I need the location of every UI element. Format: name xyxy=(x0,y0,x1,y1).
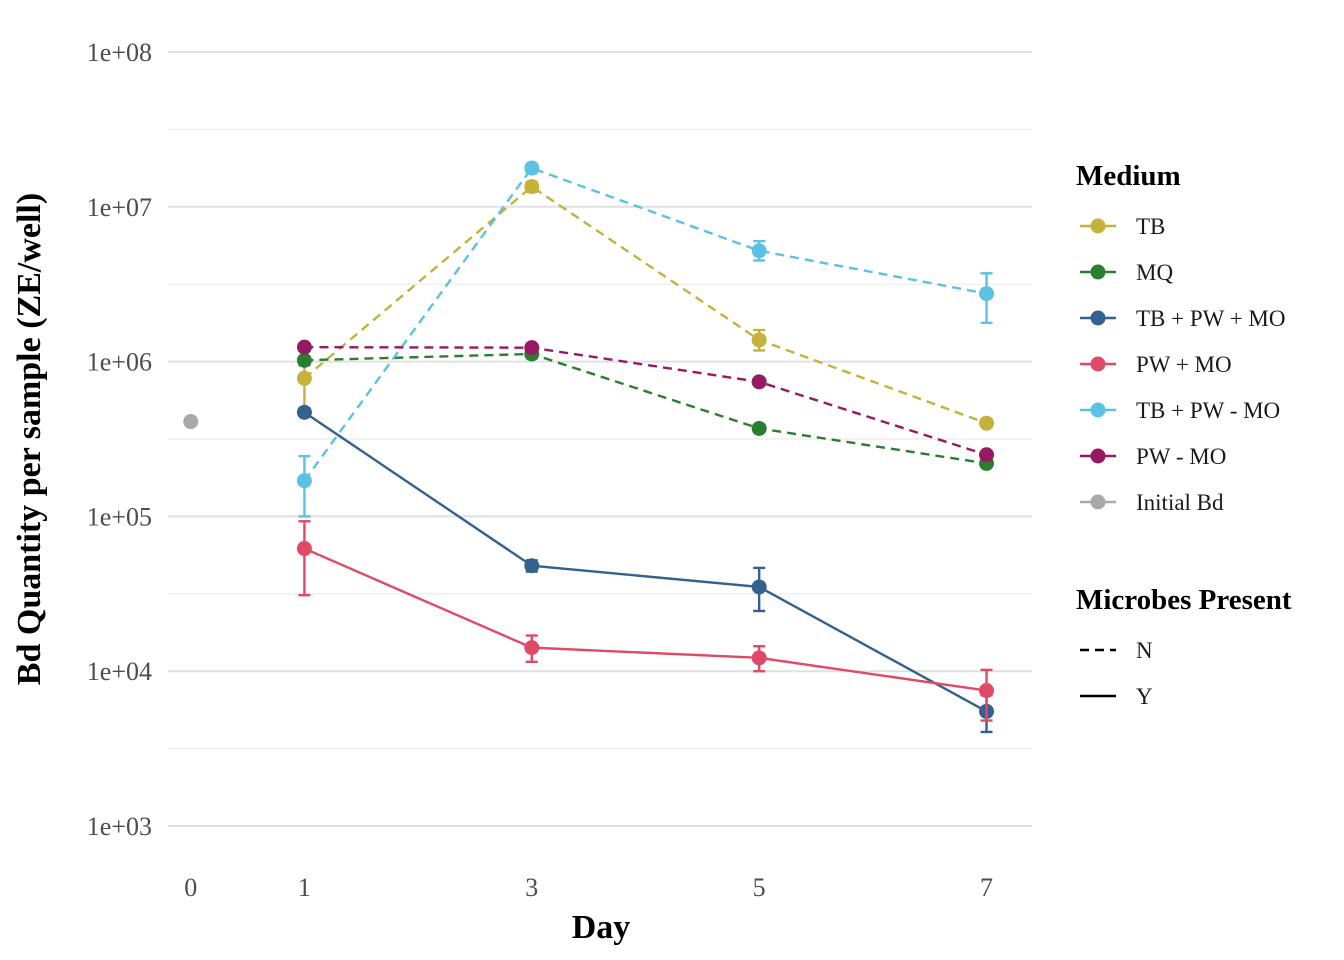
error-bar xyxy=(298,520,311,597)
data-point xyxy=(183,414,199,430)
x-tick-label: 3 xyxy=(525,873,538,902)
data-point xyxy=(979,447,995,463)
legend-item-tb-pw-mo: TB + PW - MO xyxy=(1080,398,1280,423)
x-axis: 0 1 3 5 7 xyxy=(184,873,993,902)
series-line xyxy=(303,411,988,713)
legend-key-point xyxy=(1090,310,1106,326)
series-initial-bd xyxy=(183,414,199,430)
legend-item-y: Y xyxy=(1080,684,1153,709)
series-line xyxy=(303,166,987,482)
legend-title: Medium xyxy=(1076,160,1181,192)
legend-item-initial-bd: Initial Bd xyxy=(1080,490,1224,515)
x-tick-label: 0 xyxy=(184,873,197,902)
data-point xyxy=(296,370,312,386)
data-point xyxy=(979,286,995,302)
y-axis-title: Bd Quantity per sample (ZE/well) xyxy=(11,193,48,685)
grid xyxy=(168,51,1032,827)
legend-item-tb: TB xyxy=(1080,214,1165,239)
data-point xyxy=(296,541,312,557)
data-point xyxy=(751,332,767,348)
data-point xyxy=(524,340,540,356)
data-point xyxy=(751,650,767,666)
legend-key-point xyxy=(1090,448,1106,464)
x-tick-label: 5 xyxy=(753,873,766,902)
series-tb xyxy=(296,179,995,431)
legend-key-point xyxy=(1090,264,1106,280)
legend-item-pw-mo: PW - MO xyxy=(1080,444,1226,469)
legend-label: TB + PW - MO xyxy=(1136,398,1280,423)
series-line xyxy=(304,345,987,456)
x-tick-label: 1 xyxy=(298,873,311,902)
legend-label: MQ xyxy=(1136,260,1173,285)
data-point xyxy=(296,473,312,489)
x-axis-title: Day xyxy=(572,909,631,946)
data-point xyxy=(524,160,540,176)
data-point xyxy=(524,640,540,656)
legend-label: Y xyxy=(1136,684,1153,709)
series-line xyxy=(303,185,987,425)
y-tick-label: 1e+03 xyxy=(87,812,152,841)
legend-key-point xyxy=(1090,402,1106,418)
y-tick-label: 1e+07 xyxy=(87,193,152,222)
data-point xyxy=(979,683,995,699)
series-layer xyxy=(183,160,995,734)
data-point xyxy=(524,179,540,195)
data-point xyxy=(751,243,767,259)
y-tick-label: 1e+06 xyxy=(87,348,152,377)
series-pw-mo xyxy=(296,520,995,722)
legend-label: TB + PW + MO xyxy=(1136,306,1285,331)
data-point xyxy=(751,579,767,595)
series-tb-pw-mo xyxy=(296,404,995,734)
y-tick-label: 1e+05 xyxy=(87,502,152,531)
legend-item-tb-pw-mo: TB + PW + MO xyxy=(1080,306,1285,331)
series-line xyxy=(304,352,987,465)
legend-item-n: N xyxy=(1080,638,1153,663)
legend-label: PW - MO xyxy=(1136,444,1226,469)
y-tick-label: 1e+08 xyxy=(87,38,152,67)
legend-key-point xyxy=(1090,218,1106,234)
legend-label: TB xyxy=(1136,214,1165,239)
legend-label: N xyxy=(1136,638,1153,663)
legend-label: Initial Bd xyxy=(1136,490,1224,515)
data-point xyxy=(296,352,312,368)
data-point xyxy=(296,339,312,355)
series-pw-mo xyxy=(296,339,995,463)
data-point xyxy=(524,558,540,574)
data-point xyxy=(979,415,995,431)
series-line xyxy=(303,547,987,692)
data-point xyxy=(751,374,767,390)
data-point xyxy=(751,420,767,436)
legend-title: Microbes Present xyxy=(1076,584,1292,616)
legend-item-pw-mo: PW + MO xyxy=(1080,352,1232,377)
legend-item-mq: MQ xyxy=(1080,260,1173,285)
y-axis: 1e+03 1e+04 1e+05 1e+06 1e+07 1e+08 xyxy=(87,38,152,841)
x-tick-label: 7 xyxy=(980,873,993,902)
series-mq xyxy=(296,346,995,471)
data-point xyxy=(296,404,312,420)
legend-key-point xyxy=(1090,356,1106,372)
legend: Medium TB MQ TB + PW + MO PW + MO TB + PW - M… xyxy=(1076,160,1292,709)
y-tick-label: 1e+04 xyxy=(87,657,152,686)
series-tb-pw-mo xyxy=(296,160,995,518)
legend-key-point xyxy=(1090,494,1106,510)
legend-label: PW + MO xyxy=(1136,352,1232,377)
